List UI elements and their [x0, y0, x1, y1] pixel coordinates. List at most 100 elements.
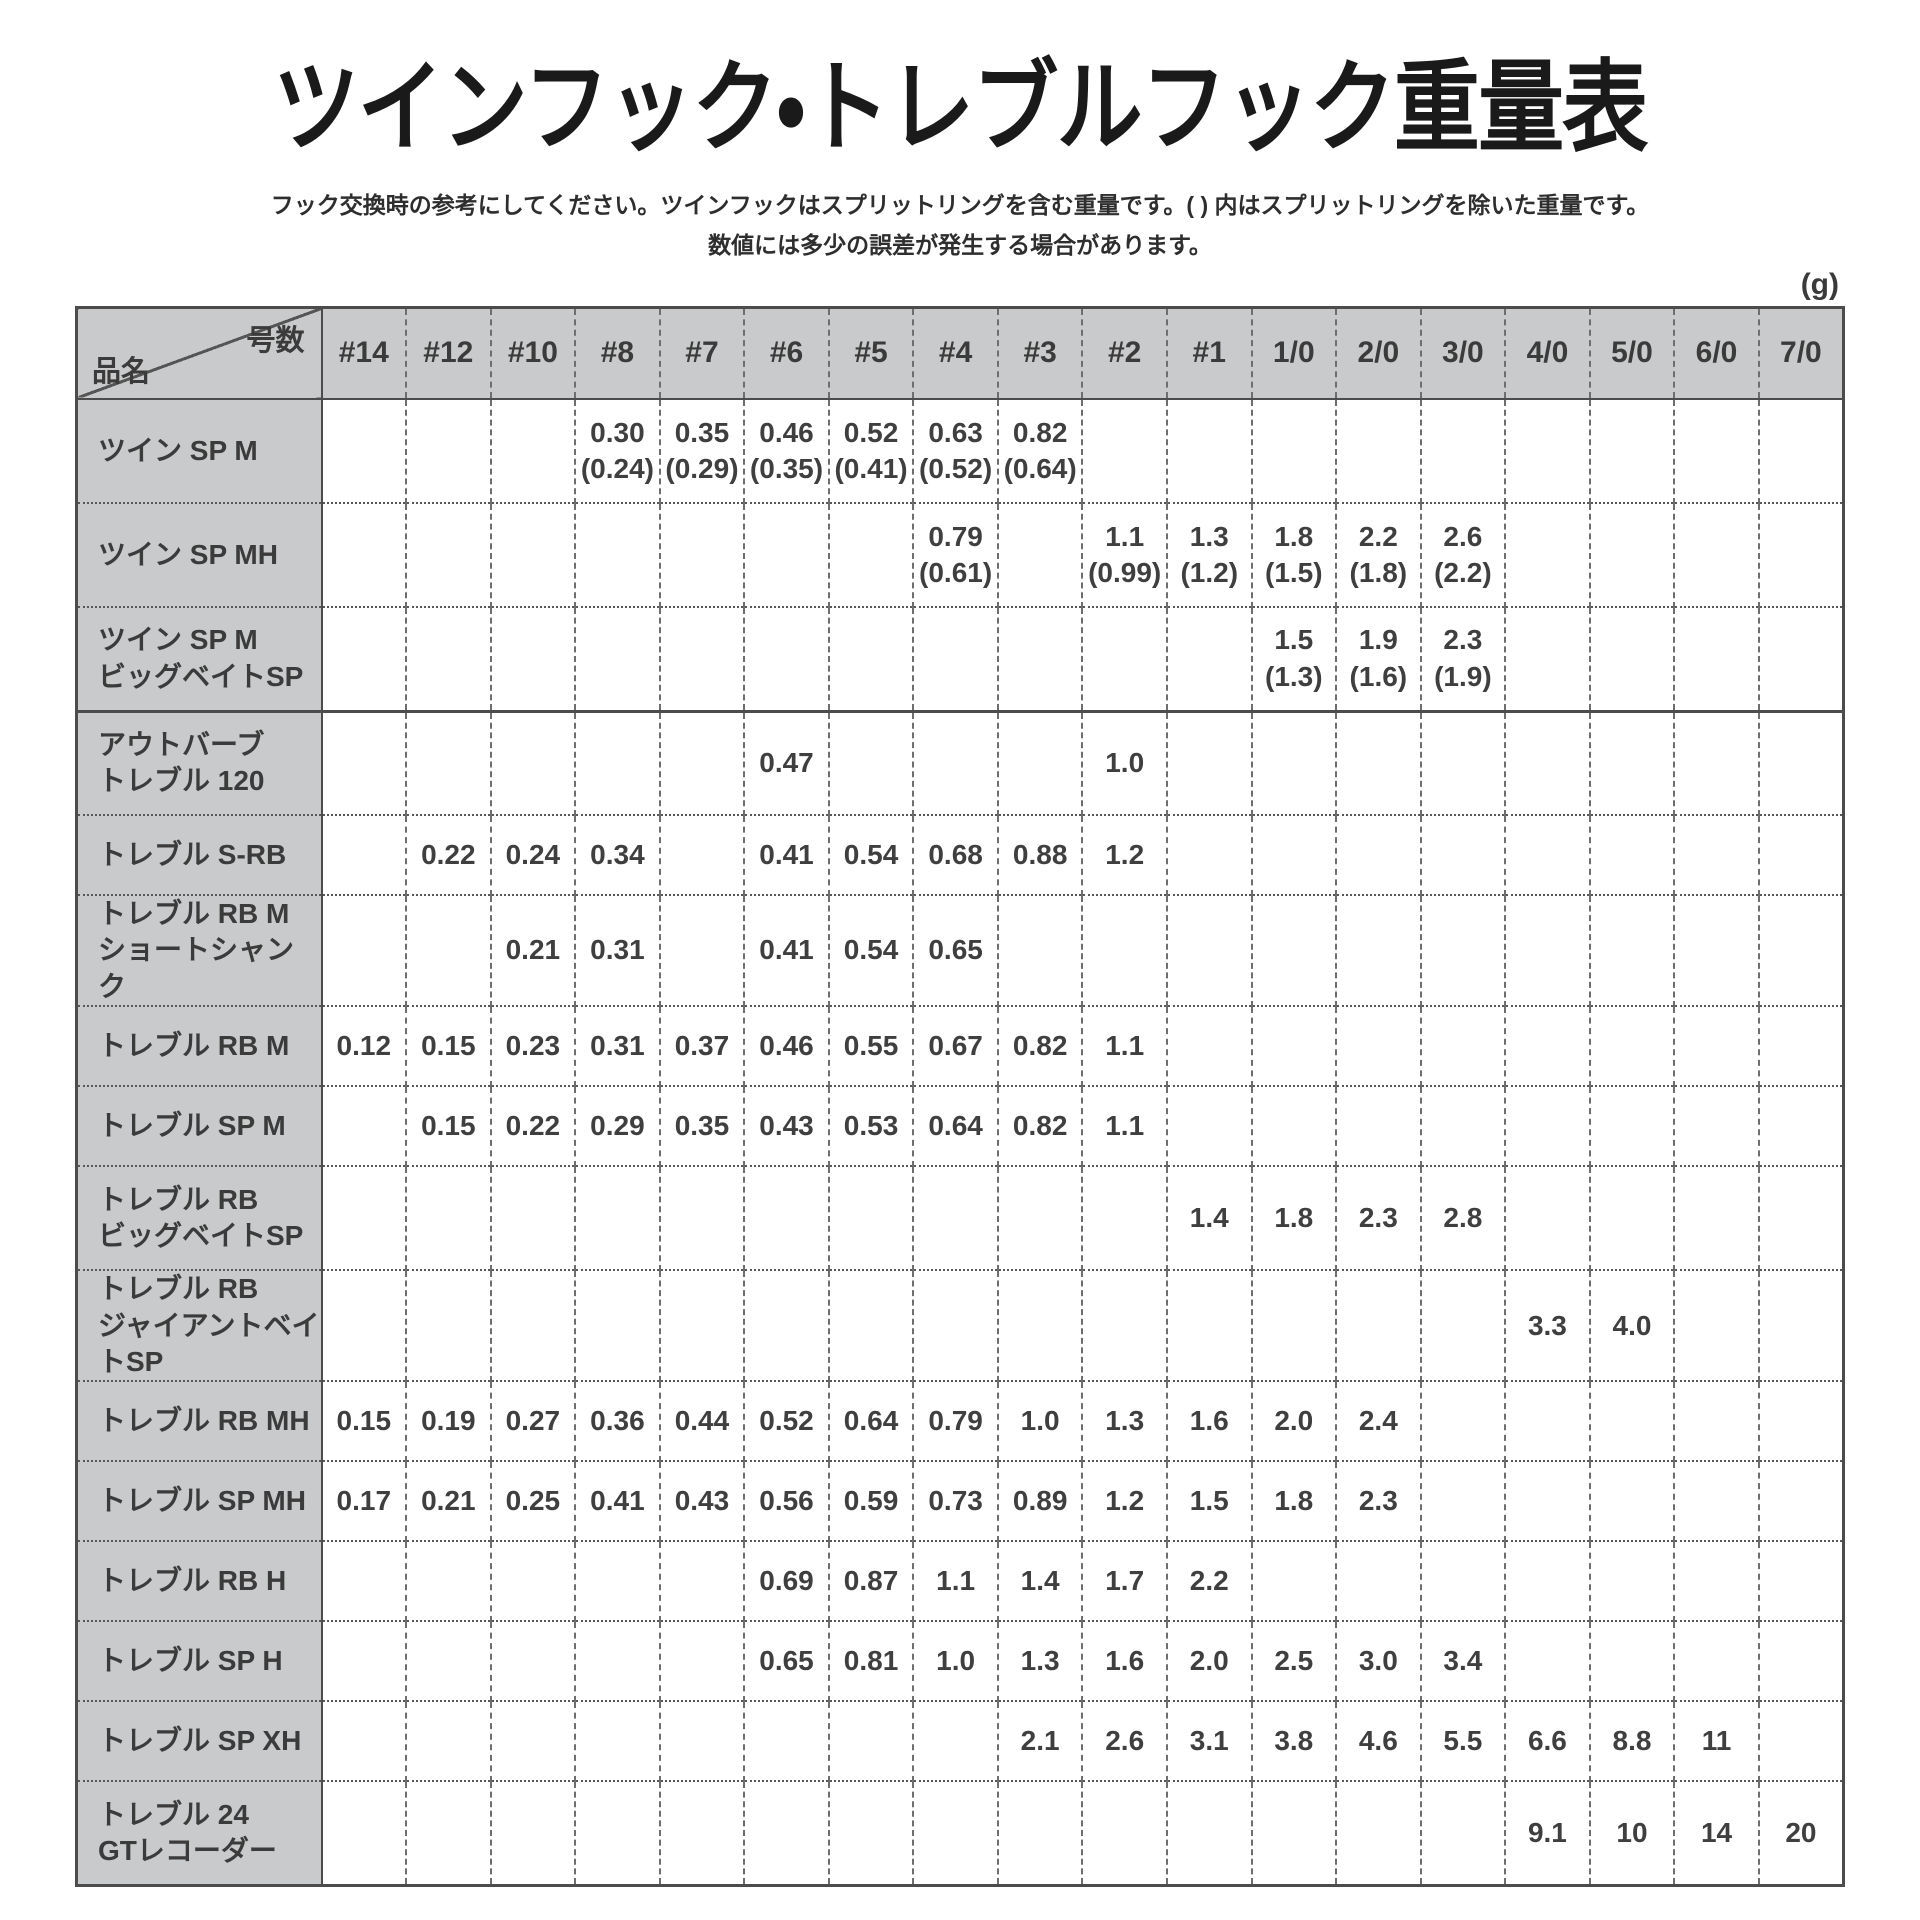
- weight-cell: 2.0: [1165, 1620, 1252, 1702]
- table-row: トレブル SP MH 0.17 0.21 0.25 0.41 0.43 0.56 0.59 0.…: [76, 1460, 1844, 1542]
- weight-cell: [405, 606, 491, 713]
- weight-cell: [827, 1269, 914, 1382]
- weight-cell: 0.65: [743, 1620, 829, 1702]
- weight-cell: 2.3: [1335, 1460, 1421, 1542]
- weight-cell: [1588, 1540, 1675, 1622]
- weight-cell: [1673, 1085, 1759, 1167]
- weight-cell: 3.8: [1250, 1700, 1337, 1782]
- weight-cell: 0.36: [574, 1380, 660, 1462]
- weight-cell: [1335, 1085, 1421, 1167]
- weight-cell: 0.30 (0.24): [574, 399, 660, 503]
- weight-cell: [1673, 1165, 1759, 1271]
- weight-cell: [912, 1780, 998, 1886]
- row-name: トレブル RB MH: [76, 1380, 322, 1462]
- row-name: トレブル 24 GTレコーダー: [76, 1780, 322, 1886]
- table-row: トレブル RB M ショートシャンク 0.21 0.31 0.41 0.54 0.65: [76, 893, 1844, 1007]
- header-row: 号数 品名 #14 #12 #10 #8 #7 #6 #5 #4 #3 #2 #1 1/0 2/0 3/0…: [76, 307, 1844, 400]
- weight-cell: 0.52: [743, 1380, 829, 1462]
- weight-cell: [1165, 1005, 1252, 1087]
- weight-cell: [1419, 1780, 1506, 1886]
- weight-cell: [1419, 1380, 1506, 1462]
- weight-cell: [827, 502, 914, 607]
- weight-cell: 0.82: [996, 1005, 1083, 1087]
- weight-cell: [743, 1269, 829, 1382]
- weight-cell: 0.47: [743, 710, 829, 815]
- weight-cell: 9.1: [1504, 1780, 1590, 1886]
- weight-cell: [1673, 1620, 1759, 1702]
- column-header-num1: #1: [1165, 307, 1252, 400]
- weight-cell: [1165, 1780, 1252, 1886]
- weight-cell: 1.5: [1165, 1460, 1252, 1542]
- weight-cell: [574, 1780, 660, 1886]
- row-name: ツイン SP M: [76, 399, 322, 503]
- column-header-5-0: 5/0: [1588, 307, 1675, 400]
- weight-cell: [1504, 1085, 1590, 1167]
- weight-cell: 3.1: [1165, 1700, 1252, 1782]
- weight-cell: [1588, 606, 1675, 713]
- weight-cell: [996, 502, 1083, 607]
- weight-cell: [1335, 1780, 1421, 1886]
- weight-cell: [658, 893, 745, 1007]
- weight-cell: 2.1: [996, 1700, 1083, 1782]
- table-row: トレブル SP H 0.65 0.81 1.0 1.3 1.6 2.0 2.5 3.0 3.4: [76, 1620, 1844, 1702]
- weight-cell: [1757, 1085, 1844, 1167]
- weight-cell: [912, 1165, 998, 1271]
- row-name: トレブル S-RB: [76, 814, 322, 895]
- weight-cell: [1165, 606, 1252, 713]
- weight-cell: [1673, 1540, 1759, 1622]
- weight-cell: [827, 606, 914, 713]
- weight-cell: 1.3: [996, 1620, 1083, 1702]
- weight-cell: [1588, 1005, 1675, 1087]
- row-name: トレブル RB M: [76, 1005, 322, 1087]
- table-row: アウトバーブ トレブル 120 0.47 1.0: [76, 710, 1844, 815]
- row-name: トレブル RB ビッグベイトSP: [76, 1165, 322, 1271]
- weight-cell: [1673, 893, 1759, 1007]
- weight-cell: 0.29: [574, 1085, 660, 1167]
- weight-cell: [912, 1269, 998, 1382]
- weight-cell: 0.41: [743, 893, 829, 1007]
- weight-cell: [1673, 1380, 1759, 1462]
- weight-cell: 0.27: [489, 1380, 576, 1462]
- weight-cell: 0.56: [743, 1460, 829, 1542]
- weight-cell: [658, 1780, 745, 1886]
- weight-cell: [1673, 502, 1759, 607]
- weight-cell: [1757, 606, 1844, 713]
- weight-cell: 0.22: [405, 814, 491, 895]
- weight-cell: 1.8: [1250, 1460, 1337, 1542]
- table-row: トレブル RB H 0.69 0.87 1.1 1.4 1.7 2.2: [76, 1540, 1844, 1622]
- row-name: トレブル RB H: [76, 1540, 322, 1622]
- weight-cell: 0.46: [743, 1005, 829, 1087]
- weight-cell: 0.54: [827, 893, 914, 1007]
- weight-cell: 2.3 (1.9): [1419, 606, 1506, 713]
- weight-cell: 0.23: [489, 1005, 576, 1087]
- column-header-1-0: 1/0: [1250, 307, 1337, 400]
- weight-cell: [1588, 1165, 1675, 1271]
- weight-cell: 0.46 (0.35): [743, 399, 829, 503]
- weight-cell: [1504, 710, 1590, 815]
- weight-cell: [912, 710, 998, 815]
- weight-cell: [1335, 893, 1421, 1007]
- weight-cell: [574, 1165, 660, 1271]
- weight-cell: [320, 814, 407, 895]
- weight-cell: 0.24: [489, 814, 576, 895]
- weight-cell: [1419, 893, 1506, 1007]
- weight-cell: 0.63 (0.52): [912, 399, 998, 503]
- weight-cell: [996, 606, 1083, 713]
- weight-cell: 0.44: [658, 1380, 745, 1462]
- table-row: ツイン SP M ビッグベイトSP 1.5 (1.3) 1.9 (1.6) 2.3 (1.9): [76, 606, 1844, 713]
- weight-cell: 1.5 (1.3): [1250, 606, 1337, 713]
- weight-cell: [1419, 399, 1506, 503]
- weight-cell: [996, 1269, 1083, 1382]
- weight-cell: [658, 1700, 745, 1782]
- weight-cell: [827, 1165, 914, 1271]
- weight-cell: [1081, 606, 1167, 713]
- weight-cell: [1419, 1085, 1506, 1167]
- weight-cell: [743, 606, 829, 713]
- weight-cell: [1673, 710, 1759, 815]
- weight-cell: 1.8 (1.5): [1250, 502, 1337, 607]
- weight-cell: 1.0: [912, 1620, 998, 1702]
- weight-cell: [1081, 399, 1167, 503]
- weight-cell: [658, 502, 745, 607]
- weight-cell: [1250, 1269, 1337, 1382]
- weight-cell: [1757, 814, 1844, 895]
